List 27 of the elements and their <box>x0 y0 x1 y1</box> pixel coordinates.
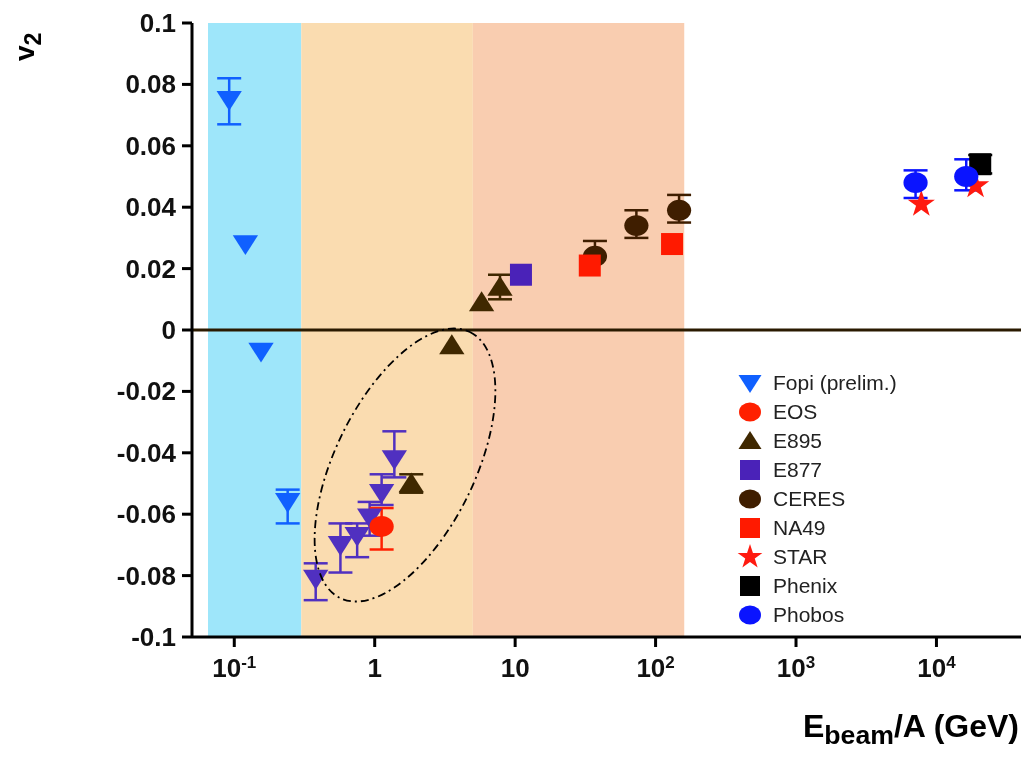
x-tick-label: 10 <box>500 653 530 683</box>
legend-label: Fopi (prelim.) <box>773 370 897 395</box>
y-tick-label: 0.06 <box>125 130 176 161</box>
y-tick-label: 0 <box>161 315 176 345</box>
x-axis-title: E$_{beam}$/A (GeV) <box>802 708 1019 752</box>
legend-label: CERES <box>773 486 846 511</box>
y-tick-label: -0.02 <box>116 376 176 407</box>
y-tick-label: -0.08 <box>116 560 176 591</box>
legend-label: Phenix <box>773 573 838 598</box>
y-tick-label: 0.04 <box>125 192 177 223</box>
legend-label: EOS <box>773 399 818 424</box>
y-tick-label: -0.04 <box>116 437 177 468</box>
legend-label: E895 <box>773 428 823 453</box>
legend-label: STAR <box>773 544 828 569</box>
y-tick-label: -0.06 <box>116 499 176 530</box>
legend-label: E877 <box>773 457 823 482</box>
y-tick-label: -0.1 <box>131 622 176 652</box>
y-tick-label: 0.02 <box>125 253 176 284</box>
legend-label: Phobos <box>773 602 845 627</box>
x-tick-label: 10$^{4}$ <box>917 652 957 683</box>
y-tick-label: 0.1 <box>139 8 176 38</box>
x-tick-label: 10$^{3}$ <box>776 652 816 683</box>
x-tick-label: 10$^{2}$ <box>636 652 675 683</box>
x-tick-label: 1 <box>367 653 382 683</box>
legend-label: NA49 <box>773 515 826 540</box>
x-tick-label: 10$^{-1}$ <box>212 652 257 683</box>
y-tick-label: 0.08 <box>125 69 176 100</box>
